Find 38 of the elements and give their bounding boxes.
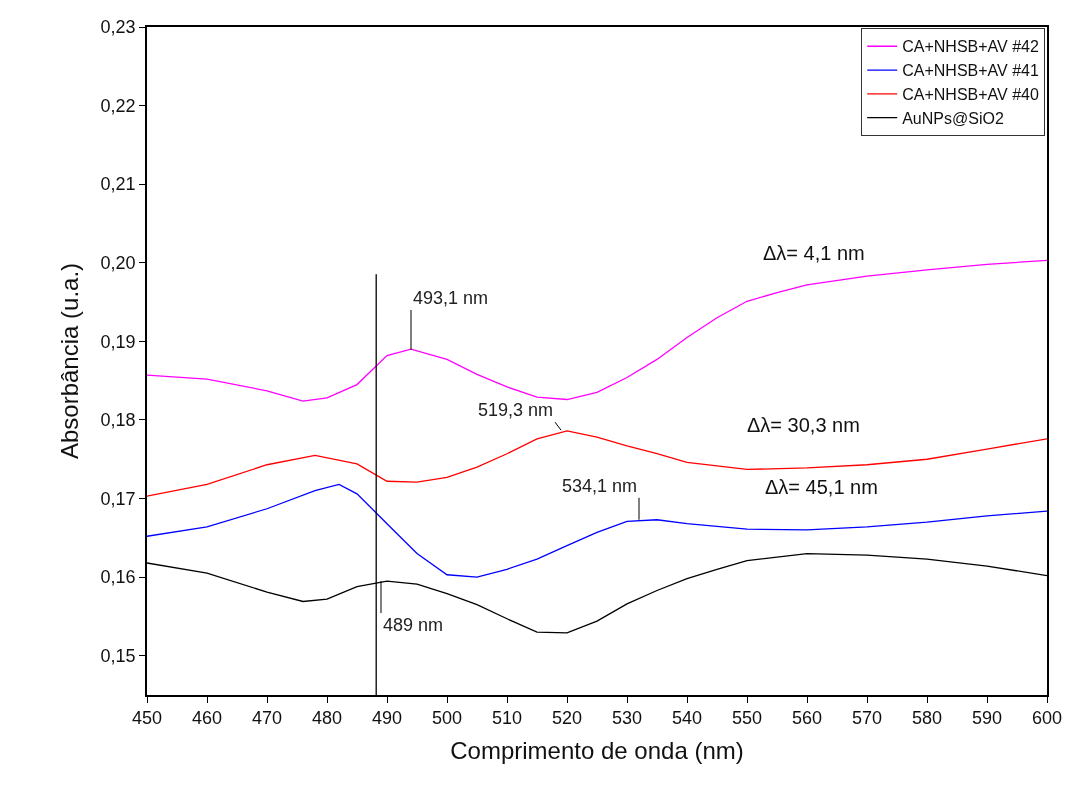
x-tick-label: 600 bbox=[1031, 708, 1063, 729]
x-tick-label: 530 bbox=[611, 708, 643, 729]
x-axis-title: Comprimento de onda (nm) bbox=[450, 737, 744, 765]
x-tick-label: 550 bbox=[731, 708, 763, 729]
legend-label: CA+NHSB+AV #41 bbox=[902, 62, 1039, 80]
annotation: Δλ= 45,1 nm bbox=[765, 476, 878, 498]
annotation: Δλ= 4,1 nm bbox=[763, 242, 865, 264]
x-tick-label: 560 bbox=[791, 708, 823, 729]
annotation: 534,1 nm bbox=[562, 476, 638, 496]
x-tick-label: 500 bbox=[431, 708, 463, 729]
y-tick-label: 0,19 bbox=[100, 331, 136, 352]
legend-label: CA+NHSB+AV #40 bbox=[902, 86, 1039, 104]
annotation: 489 nm bbox=[383, 615, 444, 635]
y-tick-label: 0,20 bbox=[100, 253, 136, 274]
y-axis-title: Absorbância (u.a.) bbox=[56, 262, 84, 460]
x-tick-label: 450 bbox=[131, 708, 163, 729]
x-tick-label: 570 bbox=[851, 708, 883, 729]
x-tick-label: 590 bbox=[971, 708, 1003, 729]
x-tick-label: 490 bbox=[371, 708, 403, 729]
x-tick-label: 480 bbox=[311, 708, 343, 729]
annotation: 493,1 nm bbox=[413, 288, 489, 308]
y-tick-label: 0,15 bbox=[100, 646, 136, 667]
legend-label: AuNPs@SiO2 bbox=[902, 109, 1004, 127]
x-tick-label: 580 bbox=[911, 708, 943, 729]
y-tick-label: 0,23 bbox=[100, 17, 136, 38]
x-tick-label: 520 bbox=[551, 708, 583, 729]
x-tick-label: 460 bbox=[191, 708, 223, 729]
annotation: Δλ= 30,3 nm bbox=[747, 414, 860, 436]
y-tick-label: 0,16 bbox=[100, 567, 136, 588]
annotation: 519,3 nm bbox=[478, 400, 554, 420]
y-tick-label: 0,22 bbox=[100, 95, 136, 116]
y-tick-label: 0,18 bbox=[100, 410, 136, 431]
x-tick-label: 510 bbox=[491, 708, 523, 729]
legend-label: CA+NHSB+AV #42 bbox=[902, 38, 1039, 56]
y-tick-label: 0,17 bbox=[100, 488, 136, 509]
x-tick-label: 540 bbox=[671, 708, 703, 729]
y-tick-label: 0,21 bbox=[100, 174, 136, 195]
x-tick-label: 470 bbox=[251, 708, 283, 729]
